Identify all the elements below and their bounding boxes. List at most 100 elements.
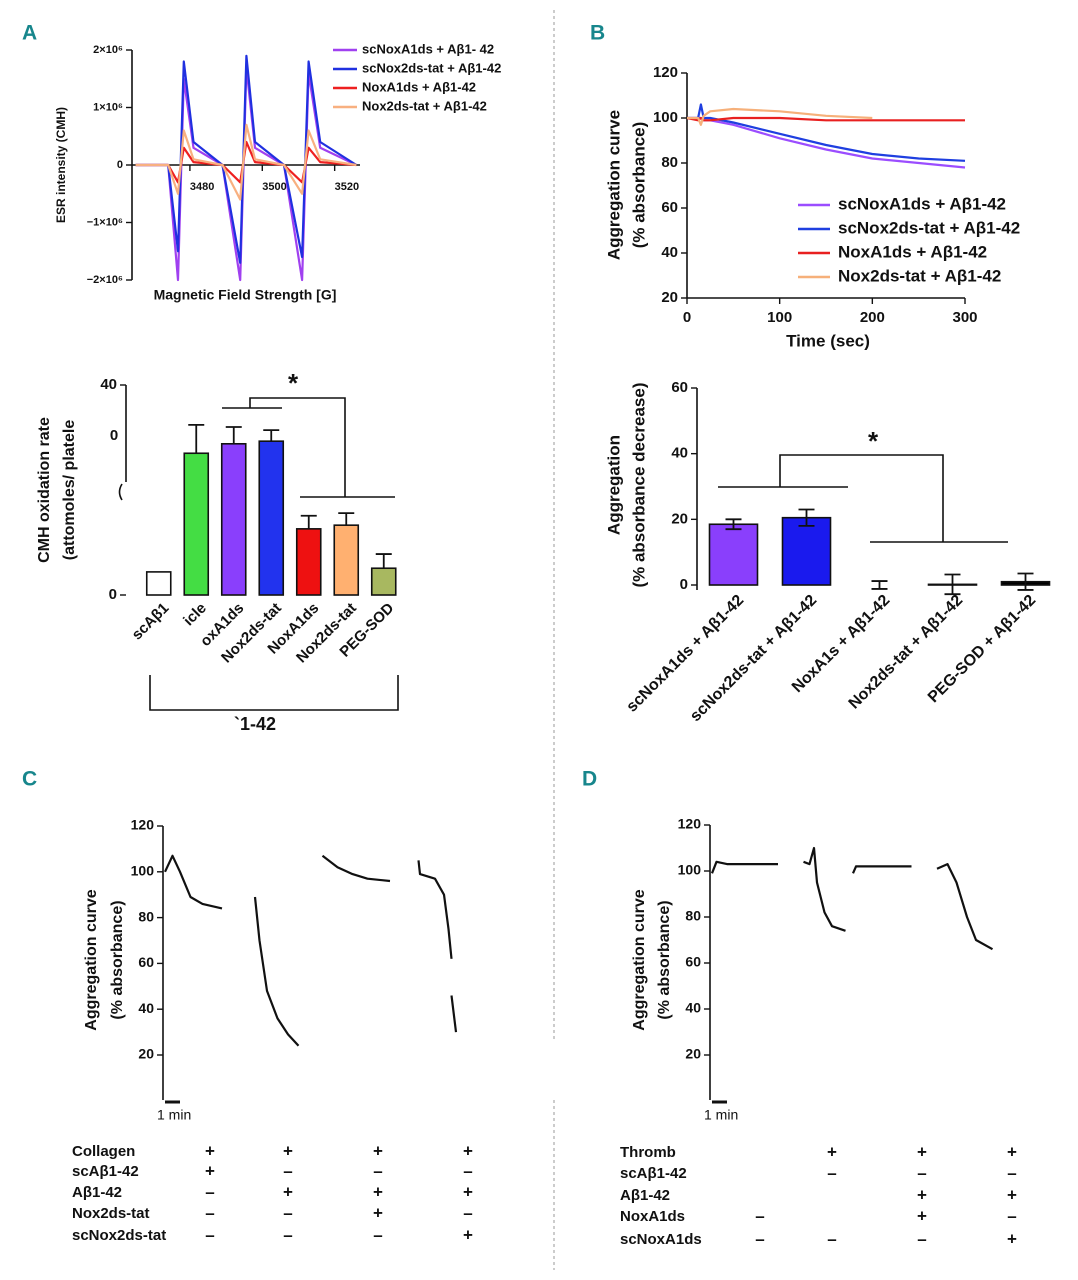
data-line <box>417 860 458 1033</box>
y-tick-label: 20 <box>661 289 678 306</box>
bar <box>333 524 360 596</box>
x-axis-label: Magnetic Field Strength [G] <box>154 287 337 303</box>
y-tick-label: −2×10⁶ <box>87 274 123 286</box>
y-tick-label: 60 <box>138 954 154 970</box>
x-tick-label: icle <box>180 600 210 630</box>
y-tick-label: 2×10⁶ <box>93 44 123 56</box>
y-axis-label: (% absorbance decrease) <box>629 382 648 587</box>
table-cell: – <box>373 1225 382 1244</box>
data-line <box>686 116 965 122</box>
table-cell: – <box>283 1203 292 1222</box>
table-cell: – <box>755 1206 764 1225</box>
x-tick-label: 100 <box>767 309 792 326</box>
table-cell: + <box>205 1141 215 1160</box>
table-cell: – <box>1007 1206 1016 1225</box>
table-cell: + <box>205 1161 215 1180</box>
legend-label: Nox2ds-tat + Aβ1-42 <box>362 98 487 113</box>
y-tick-label: 40 <box>671 445 688 462</box>
y-axis-label: Aggregation curve <box>604 110 623 260</box>
legend-label: scNoxA1ds + Aβ1-42 <box>838 194 1006 213</box>
table-cell: – <box>917 1229 926 1248</box>
y-tick-label: 120 <box>678 816 702 832</box>
data-line <box>803 846 846 932</box>
legend-label: scNox2ds-tat + Aβ1-42 <box>838 218 1020 237</box>
bar <box>295 528 322 596</box>
y-tick-label: 100 <box>678 862 702 878</box>
y-tick-label: 20 <box>671 510 688 527</box>
y-tick-label: 60 <box>671 379 688 396</box>
legend-label: scNox2ds-tat + Aβ1-42 <box>362 60 501 75</box>
y-tick-label: 0 <box>117 159 123 171</box>
row-label: Nox2ds-tat <box>72 1205 150 1222</box>
group-label: `1-42 <box>234 714 276 734</box>
y-tick-label: 40 <box>100 376 117 393</box>
error-bar <box>375 553 392 569</box>
error-bar <box>263 429 280 442</box>
table-cell: + <box>827 1142 837 1161</box>
error-bar <box>338 512 355 526</box>
table-cell: + <box>1007 1229 1017 1248</box>
data-line <box>936 863 994 951</box>
table-cell: – <box>1007 1163 1016 1182</box>
y-tick-label: 120 <box>131 817 155 833</box>
legend-label: scNoxA1ds + Aβ1- 42 <box>362 41 494 56</box>
table-cell: – <box>827 1163 836 1182</box>
error-bar <box>944 573 961 596</box>
table-cell: – <box>205 1182 214 1201</box>
table-cell: – <box>283 1225 292 1244</box>
y-tick-label: 0 <box>109 586 117 603</box>
bar <box>370 567 397 596</box>
row-label: scNoxA1ds <box>620 1231 702 1248</box>
row-label: Aβ1-42 <box>72 1184 122 1201</box>
error-bar <box>725 518 742 531</box>
table-cell: + <box>373 1141 383 1160</box>
table-cell: + <box>463 1141 473 1160</box>
y-tick-label: 120 <box>653 64 678 81</box>
table-cell: – <box>205 1225 214 1244</box>
y-tick-label: 100 <box>131 863 155 879</box>
y-tick-label: 60 <box>685 954 701 970</box>
table-cell: – <box>283 1161 292 1180</box>
significance-bracket <box>718 454 1008 543</box>
table-cell: + <box>283 1182 293 1201</box>
y-axis-label: (% absorbance) <box>629 122 648 249</box>
error-bar <box>188 424 205 454</box>
row-label: scAβ1-42 <box>72 1163 139 1180</box>
annotation: * <box>868 426 879 456</box>
table-cell: – <box>463 1203 472 1222</box>
table-cell: + <box>373 1203 383 1222</box>
y-tick-label: 100 <box>653 109 678 126</box>
y-tick-label: 60 <box>661 199 678 216</box>
row-label: scNox2ds-tat <box>72 1227 166 1244</box>
legend-label: NoxA1ds + Aβ1-42 <box>362 79 476 94</box>
data-line <box>253 896 300 1047</box>
y-axis-label: Aggregation <box>604 435 623 535</box>
legend-label: NoxA1ds + Aβ1-42 <box>838 242 987 261</box>
table-cell: + <box>917 1142 927 1161</box>
data-line <box>710 860 778 874</box>
table-cell: + <box>373 1182 383 1201</box>
error-bar <box>1017 572 1034 591</box>
table-cell: – <box>205 1203 214 1222</box>
table-cell: + <box>917 1206 927 1225</box>
panel-letter: B <box>590 22 605 45</box>
error-bar <box>871 580 888 590</box>
x-tick-label: 3520 <box>335 181 359 193</box>
row-label: Thromb <box>620 1144 676 1161</box>
bar <box>183 452 210 596</box>
y-tick-label: 40 <box>661 244 678 261</box>
y-tick-label: 40 <box>685 1000 701 1016</box>
y-tick-label: 1×10⁶ <box>93 101 123 113</box>
x-tick-label: 300 <box>952 309 977 326</box>
y-tick-label: 40 <box>138 1000 154 1016</box>
x-axis-label: Time (sec) <box>786 331 870 350</box>
table-cell: + <box>463 1225 473 1244</box>
table-cell: + <box>917 1185 927 1204</box>
y-tick-label: 20 <box>138 1046 154 1062</box>
table-cell: + <box>1007 1185 1017 1204</box>
data-line <box>321 854 391 883</box>
table-cell: – <box>755 1229 764 1248</box>
error-bar <box>225 426 242 444</box>
data-line <box>687 107 873 126</box>
